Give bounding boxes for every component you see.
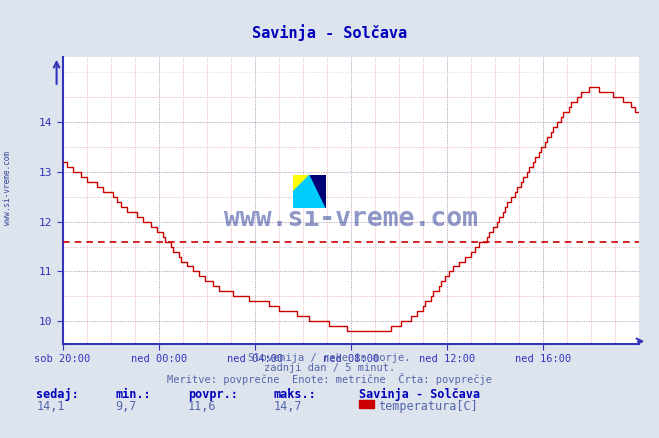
Text: Slovenija / reke in morje.: Slovenija / reke in morje. bbox=[248, 353, 411, 363]
Text: 11,6: 11,6 bbox=[188, 399, 216, 413]
Text: 14,7: 14,7 bbox=[273, 399, 302, 413]
Text: Savinja - Solčava: Savinja - Solčava bbox=[252, 24, 407, 41]
Polygon shape bbox=[293, 175, 326, 208]
Text: Savinja - Solčava: Savinja - Solčava bbox=[359, 388, 480, 401]
Text: Meritve: povprečne  Enote: metrične  Črta: povprečje: Meritve: povprečne Enote: metrične Črta:… bbox=[167, 373, 492, 385]
Text: 14,1: 14,1 bbox=[36, 399, 65, 413]
Text: www.si-vreme.com: www.si-vreme.com bbox=[3, 152, 13, 225]
Text: 9,7: 9,7 bbox=[115, 399, 136, 413]
Text: maks.:: maks.: bbox=[273, 388, 316, 401]
Text: temperatura[C]: temperatura[C] bbox=[378, 399, 478, 413]
Text: www.si-vreme.com: www.si-vreme.com bbox=[224, 206, 478, 232]
Text: povpr.:: povpr.: bbox=[188, 388, 238, 401]
Polygon shape bbox=[310, 175, 326, 208]
Text: min.:: min.: bbox=[115, 388, 151, 401]
Text: sedaj:: sedaj: bbox=[36, 388, 79, 401]
Polygon shape bbox=[293, 175, 310, 192]
Text: zadnji dan / 5 minut.: zadnji dan / 5 minut. bbox=[264, 363, 395, 373]
